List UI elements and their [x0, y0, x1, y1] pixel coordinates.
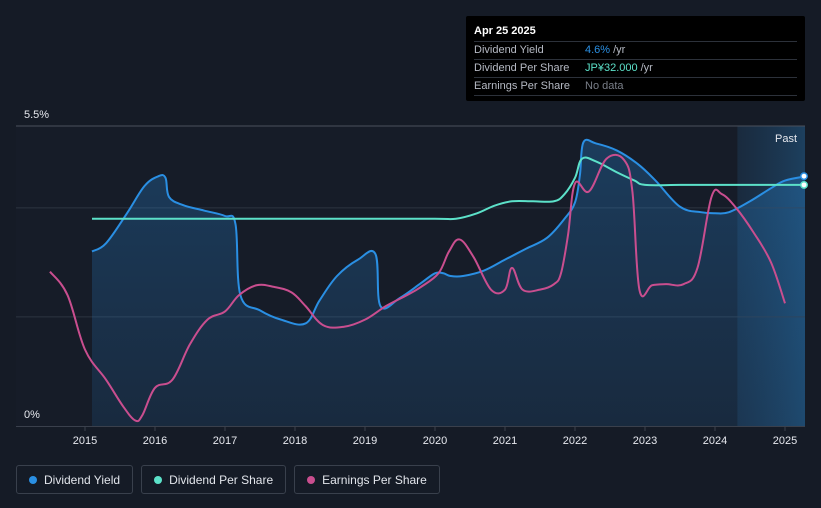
x-tick-label: 2016 [143, 435, 167, 447]
x-tick-label: 2017 [213, 435, 237, 447]
x-tick-label: 2018 [283, 435, 307, 447]
legend-label: Dividend Yield [44, 472, 121, 487]
legend-item-dividend-yield[interactable]: Dividend Yield [16, 465, 134, 494]
tooltip-label: Dividend Yield [474, 44, 544, 56]
dividend-per-share-end-marker [800, 180, 808, 189]
tooltip-panel: Apr 25 2025 Dividend Yield 4.6% /yr Divi… [466, 16, 805, 101]
x-tick-label: 2021 [493, 435, 517, 447]
dividend-per-share-line [92, 156, 805, 221]
x-axis: 2015 2016 2017 2018 2019 2020 2021 2022 2023 2024… [73, 426, 797, 447]
x-tick-label: 2015 [73, 435, 97, 447]
end-markers [800, 172, 808, 189]
past-label: Past [775, 133, 797, 145]
series-layer [49, 138, 805, 426]
tooltip-label: Dividend Per Share [474, 62, 570, 74]
legend-label: Earnings Per Share [322, 472, 427, 487]
legend-label: Dividend Per Share [169, 472, 274, 487]
legend-dot-icon [307, 475, 316, 484]
tooltip-row-dividend-yield: Dividend Yield 4.6% /yr [474, 41, 797, 59]
tooltip-unit: /yr [640, 62, 653, 74]
legend-dot-icon [29, 475, 37, 484]
x-tick-label: 2020 [423, 435, 447, 447]
dividend-yield-area [92, 139, 805, 426]
x-tick-label: 2019 [353, 435, 377, 447]
legend-item-dividend-per-share[interactable]: Dividend Per Share [141, 465, 287, 494]
tooltip-label: Earnings Per Share [474, 80, 570, 92]
legend-dot-icon [154, 475, 163, 484]
x-tick-label: 2023 [633, 435, 657, 447]
y-tick-label-bottom: 0% [24, 409, 40, 421]
dividend-yield-end-marker [800, 172, 808, 181]
tooltip-row-dividend-per-share: Dividend Per Share JP¥32.000 /yr [474, 59, 797, 77]
legend-item-earnings-per-share[interactable]: Earnings Per Share [294, 465, 440, 494]
tooltip-value: 4.6% [585, 44, 611, 56]
tooltip-row-earnings-per-share: Earnings Per Share No data [474, 77, 797, 96]
tooltip-date: Apr 25 2025 [474, 25, 536, 37]
y-tick-label-top: 5.5% [24, 109, 49, 121]
x-tick-label: 2025 [773, 435, 797, 447]
earnings-per-share-line [49, 153, 786, 423]
tooltip-value: JP¥32.000 [585, 62, 638, 74]
tooltip-unit: /yr [613, 44, 626, 56]
legend: Dividend Yield Dividend Per Share Earnin… [16, 465, 440, 494]
tooltip-value: No data [585, 80, 624, 92]
x-tick-label: 2024 [703, 435, 727, 447]
x-tick-label: 2022 [563, 435, 587, 447]
